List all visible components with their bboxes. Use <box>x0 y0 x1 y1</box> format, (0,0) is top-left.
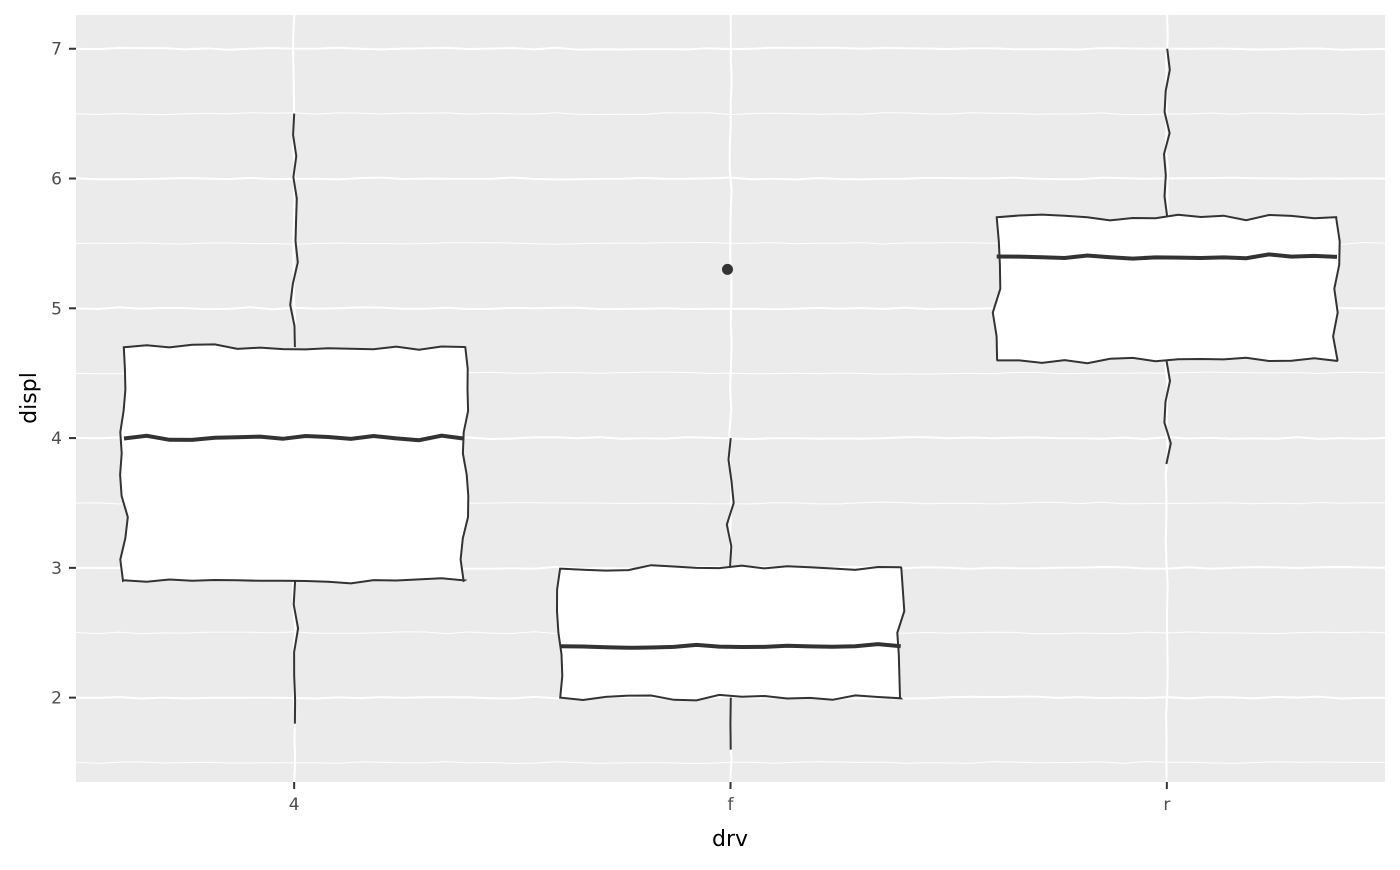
y-tick-label: 4 <box>51 429 62 449</box>
y-tick-label: 5 <box>51 299 62 319</box>
box-body <box>557 565 904 700</box>
y-axis-label: displ <box>17 372 42 424</box>
y-tick-label: 7 <box>51 40 62 60</box>
box-body <box>993 215 1340 364</box>
box-body <box>120 344 468 583</box>
x-axis-label: drv <box>712 827 748 852</box>
outlier-point <box>722 264 733 275</box>
y-tick-label: 3 <box>51 559 62 579</box>
y-tick-label: 6 <box>51 170 62 190</box>
x-tick-label: f <box>728 795 735 815</box>
y-tick-label: 2 <box>51 689 62 709</box>
x-tick-label: 4 <box>289 795 300 815</box>
x-tick-label: r <box>1163 795 1170 815</box>
